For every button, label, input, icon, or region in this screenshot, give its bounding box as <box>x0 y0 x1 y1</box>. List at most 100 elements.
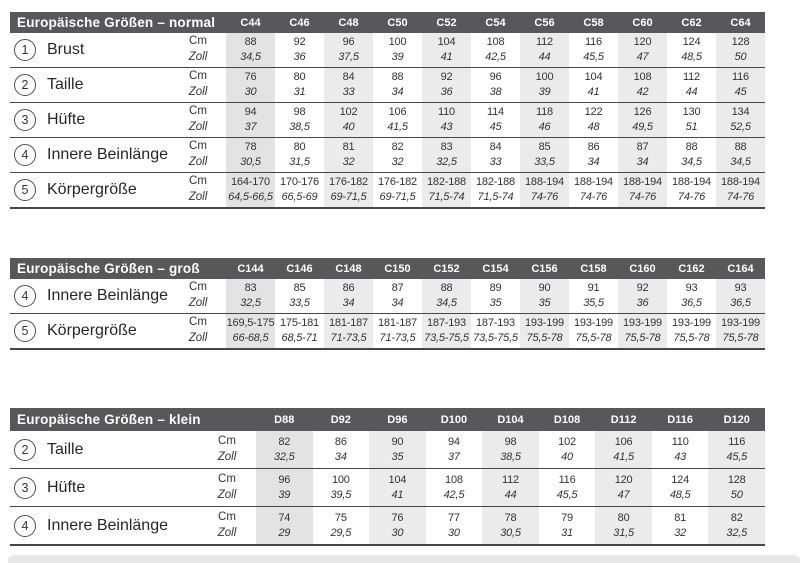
zoll-value: 34,5 <box>730 156 751 168</box>
column-header-d116: D116 <box>667 413 693 426</box>
zoll-value: 31 <box>561 526 573 539</box>
value-cell-c48: 102 40 <box>324 103 373 137</box>
value-cell-c60: 87 34 <box>618 138 667 172</box>
value-cell-c156: 90 35 <box>520 279 569 313</box>
zoll-value: 34 <box>636 156 649 168</box>
cm-value: 76 <box>244 71 257 84</box>
zoll-value: 30 <box>244 86 257 98</box>
value-cell-c44: 94 37 <box>226 103 275 137</box>
value-cell-c58: 116 45,5 <box>569 33 618 67</box>
row-koerpergroesse: 5 Körpergröße Cm Zoll 169,5-175 66-68,5 175-18… <box>10 313 765 348</box>
zoll-value: 50 <box>730 488 743 501</box>
zoll-value: 37,5 <box>338 51 359 63</box>
value-cell-c154: 187-193 73,5-75,5 <box>471 314 520 348</box>
zoll-value: 34,5 <box>681 156 702 168</box>
cm-value: 86 <box>334 435 347 448</box>
column-header-c62: C62 <box>681 16 702 29</box>
cm-value: 82 <box>391 141 404 154</box>
table-header-gross: Europäische Größen – groß C144 C146 C148 C15… <box>10 258 765 279</box>
row-label-koerpergroesse: 5 Körpergröße <box>10 314 170 348</box>
cm-value: 94 <box>244 106 257 119</box>
cm-value: 75 <box>334 511 347 524</box>
zoll-value: 74-76 <box>579 191 608 203</box>
value-cell-d96: 90 35 <box>369 431 426 468</box>
cm-value: 124 <box>682 36 701 49</box>
zoll-value: 37 <box>244 121 257 133</box>
unit-zoll-label: Zoll <box>217 488 237 501</box>
cm-value: 112 <box>536 36 553 49</box>
value-cell-d92: 86 34 <box>313 431 370 468</box>
column-header-d88: D88 <box>274 413 295 426</box>
unit-cm-label: Cm <box>218 472 236 485</box>
value-cell-d112: 120 47 <box>595 469 652 506</box>
value-cell-c48: 176-182 69-71,5 <box>324 173 373 207</box>
unit-column: Cm Zoll <box>198 469 256 506</box>
cm-value: 92 <box>636 282 649 295</box>
column-header-d120: D120 <box>723 413 750 426</box>
row-label-innere-beinlaenge: 4 Innere Beinlänge <box>10 138 170 172</box>
zoll-value: 32 <box>674 526 687 539</box>
cm-value: 92 <box>440 71 453 84</box>
value-cell-c160: 193-199 75,5-78 <box>618 314 667 348</box>
value-cell-c46: 80 31,5 <box>275 138 324 172</box>
zoll-value: 48 <box>587 121 600 133</box>
column-header-d108: D108 <box>553 413 581 426</box>
cm-value: 87 <box>391 282 404 295</box>
value-cell-c56: 112 44 <box>520 33 569 67</box>
row-label-huefte: 3 Hüfte <box>10 469 198 506</box>
column-header-c164: C164 <box>727 262 754 275</box>
cm-value: 176-182 <box>378 176 417 189</box>
table-body-klein: 2 Taille Cm Zoll 82 32,5 86 34 90 35 94 37 98 38,5 102… <box>10 431 765 546</box>
value-cell-d108: 116 45,5 <box>539 469 596 506</box>
zoll-value: 75,5-78 <box>526 332 563 344</box>
value-cell-c152: 187-193 73,5-75,5 <box>422 314 471 348</box>
cm-value: 92 <box>293 36 306 49</box>
zoll-value: 73,5-75,5 <box>473 332 518 344</box>
zoll-value: 50 <box>734 51 747 63</box>
zoll-value: 39 <box>391 51 404 63</box>
value-cell-d88: 74 29 <box>256 507 313 544</box>
cm-value: 193-199 <box>574 317 613 330</box>
zoll-value: 44 <box>685 86 698 98</box>
value-cell-c158: 193-199 75,5-78 <box>569 314 618 348</box>
zoll-value: 39,5 <box>330 488 352 501</box>
value-cell-d108: 79 31 <box>539 507 596 544</box>
value-cell-c56: 118 46 <box>520 103 569 137</box>
zoll-value: 52,5 <box>730 121 751 133</box>
value-cell-c44: 164-170 64,5-66,5 <box>226 173 275 207</box>
row-number-badge: 3 <box>14 109 36 131</box>
cm-value: 106 <box>614 435 633 448</box>
row-number-badge: 4 <box>14 285 36 307</box>
cm-value: 182-188 <box>427 176 466 189</box>
value-cell-c60: 120 47 <box>618 33 667 67</box>
value-cell-c58: 104 41 <box>569 68 618 102</box>
zoll-value: 39 <box>538 86 551 98</box>
value-cell-c160: 92 36 <box>618 279 667 313</box>
value-cell-c64: 188-194 74-76 <box>716 173 765 207</box>
value-cell-c62: 124 48,5 <box>667 33 716 67</box>
zoll-value: 41 <box>391 488 404 501</box>
cm-value: 181-187 <box>329 317 368 330</box>
cm-value: 93 <box>685 282 698 295</box>
value-cell-c46: 92 36 <box>275 33 324 67</box>
row-innere-beinlaenge: 4 Innere Beinlänge Cm Zoll 78 30,5 80 31,5 81 32 8… <box>10 137 765 172</box>
zoll-value: 35 <box>538 297 551 309</box>
value-cell-c54: 108 42,5 <box>471 33 520 67</box>
value-cell-c64: 128 50 <box>716 33 765 67</box>
row-number-badge: 1 <box>14 39 36 61</box>
row-label-text: Taille <box>47 76 84 93</box>
cm-value: 100 <box>535 71 554 84</box>
row-taille: 2 Taille Cm Zoll 82 32,5 86 34 90 35 94 37 98 38,5 102… <box>10 431 765 468</box>
zoll-value: 71,5-74 <box>428 191 465 203</box>
cm-value: 85 <box>293 282 306 295</box>
cm-value: 110 <box>438 106 455 119</box>
value-cell-c60: 188-194 74-76 <box>618 173 667 207</box>
cm-value: 188-194 <box>672 176 711 189</box>
column-header-d112: D112 <box>610 413 637 426</box>
zoll-value: 31,5 <box>613 526 634 539</box>
table-title: Europäische Größen – groß <box>17 261 200 276</box>
cm-value: 83 <box>244 282 257 295</box>
value-cell-c144: 83 32,5 <box>226 279 275 313</box>
value-cell-c164: 93 36,5 <box>716 279 765 313</box>
cm-value: 84 <box>489 141 502 154</box>
